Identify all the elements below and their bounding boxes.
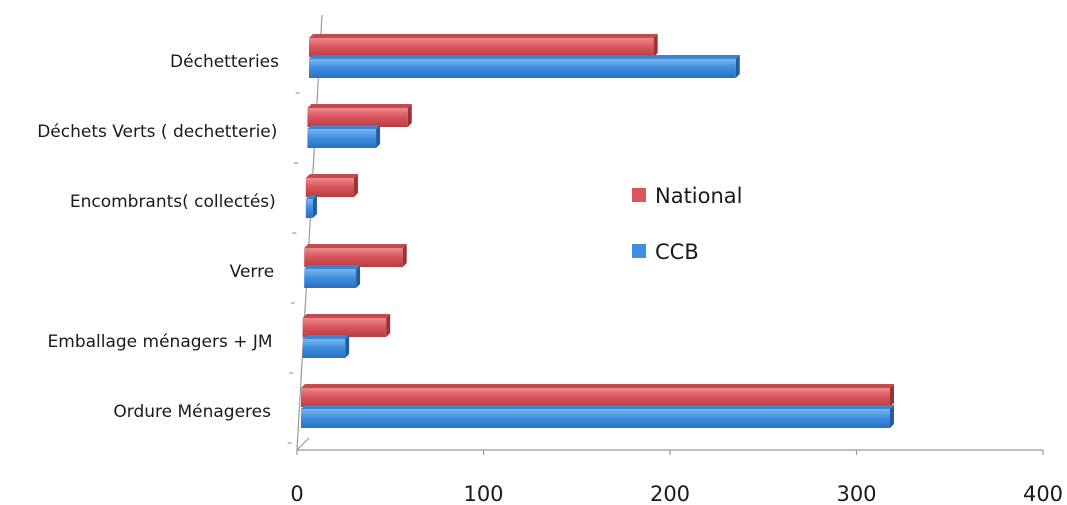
bar-ccb-dechets-verts-dechetterie	[307, 125, 381, 148]
bar-national-encombrants-collectes-front	[305, 178, 354, 197]
bar-national-emballage-menagers-jm-front	[302, 318, 387, 337]
bar-ccb-dechets-verts-dechetterie-top	[307, 125, 381, 129]
legend-label-national: National	[655, 184, 743, 208]
x-tick-label: 100	[463, 482, 503, 505]
bar-ccb-dechetteries-front	[309, 59, 736, 78]
bar-national-dechets-verts-dechetterie-side	[407, 104, 412, 127]
bar-national-verre	[304, 244, 407, 267]
bar-national-emballage-menagers-jm-side	[386, 314, 391, 337]
legend: National CCB	[632, 184, 743, 264]
category-labels: Déchetteries Déchets Verts ( dechetterie)…	[37, 52, 279, 422]
bar-national-emballage-menagers-jm-top	[302, 314, 391, 318]
y-axis-line	[296, 14, 323, 451]
bar-national-encombrants-collectes-side	[353, 174, 358, 197]
bar-national-ordure-menageres-side	[890, 384, 894, 407]
bar-ccb-emballage-menagers-jm-top	[302, 335, 350, 339]
bar-ccb-verre-side	[356, 265, 361, 288]
bar-national-verre-front	[304, 248, 403, 267]
bar-ccb-emballage-menagers-jm	[302, 335, 350, 358]
bar-national-dechetteries-top	[309, 34, 658, 38]
x-tick-label: 200	[650, 482, 690, 505]
bar-ccb-ordure-menageres-top	[301, 405, 894, 409]
bar-national-ordure-menageres-top	[301, 384, 894, 388]
x-tick-label: 300	[836, 482, 876, 505]
legend-swatch-national	[632, 188, 646, 202]
bar-ccb-ordure-menageres-front	[301, 409, 890, 428]
bar-national-ordure-menageres	[301, 384, 894, 407]
bar-national-dechets-verts-dechetterie	[307, 104, 412, 127]
bar-ccb-dechets-verts-dechetterie-front	[307, 129, 377, 148]
bar-national-dechetteries-front	[309, 38, 654, 57]
bar-national-dechetteries	[309, 34, 658, 57]
category-label-emballage-menagers-jm: Emballage ménagers + JM	[48, 332, 273, 352]
bar-ccb-encombrants-collectes-side	[312, 195, 317, 218]
bar-national-encombrants-collectes-top	[305, 174, 358, 178]
bar-ccb-ordure-menageres-side	[890, 405, 894, 428]
bar-ccb-verre-top	[304, 265, 361, 269]
bar-national-ordure-menageres-front	[301, 388, 890, 407]
bar-ccb-verre	[304, 265, 361, 288]
category-label-dechetteries: Déchetteries	[170, 52, 279, 72]
bar-ccb-encombrants-collectes	[305, 195, 317, 218]
bar-ccb-dechetteries-top	[309, 55, 740, 59]
bar-national-emballage-menagers-jm	[302, 314, 391, 337]
category-label-verre: Verre	[230, 262, 275, 282]
category-label-dechets-verts-dechetterie: Déchets Verts ( dechetterie)	[37, 122, 277, 142]
x-tick-label: 0	[290, 482, 303, 505]
floor-depth-line	[296, 437, 310, 451]
category-label-ordure-menageres: Ordure Ménageres	[113, 402, 271, 422]
bar-national-dechets-verts-dechetterie-front	[307, 108, 408, 127]
legend-swatch-ccb	[632, 244, 646, 258]
legend-item-ccb: CCB	[632, 240, 699, 264]
bar-national-encombrants-collectes	[305, 174, 358, 197]
bar-ccb-dechets-verts-dechetterie-side	[376, 125, 381, 148]
bar-national-verre-top	[304, 244, 407, 248]
bar-ccb-encombrants-collectes-front	[305, 199, 313, 218]
bar-ccb-dechetteries-side	[735, 55, 740, 78]
bar-national-verre-side	[402, 244, 407, 267]
legend-label-ccb: CCB	[655, 240, 699, 264]
bar-ccb-ordure-menageres	[301, 405, 894, 428]
x-tick-label: 400	[1023, 482, 1063, 505]
bar-ccb-verre-front	[304, 269, 357, 288]
bar-national-dechetteries-side	[653, 34, 658, 57]
legend-item-national: National	[632, 184, 743, 208]
bar-ccb-emballage-menagers-jm-front	[302, 339, 346, 358]
x-axis-ticks: 0 100 200 300 400	[290, 450, 1063, 505]
category-label-encombrants-collectes: Encombrants( collectés)	[70, 192, 276, 212]
bar-ccb-dechetteries	[309, 55, 740, 78]
bar-ccb-encombrants-collectes-top	[305, 195, 317, 199]
bar-ccb-emballage-menagers-jm-side	[345, 335, 350, 358]
bar-national-dechets-verts-dechetterie-top	[307, 104, 412, 108]
bars	[301, 34, 894, 428]
